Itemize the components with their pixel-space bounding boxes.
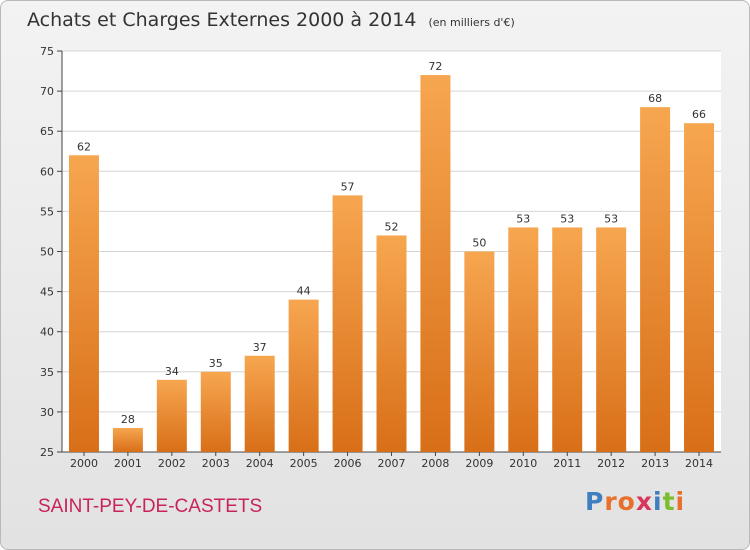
data-label: 37 [253,341,267,354]
data-label: 53 [604,212,618,225]
y-tick-label: 70 [40,85,54,98]
bar [288,299,319,452]
bar [68,155,99,452]
bar [156,379,187,452]
x-tick-label: 2007 [378,457,406,470]
x-tick-label: 2000 [70,457,98,470]
x-tick-label: 2002 [158,457,186,470]
x-tick-label: 2006 [334,457,362,470]
x-tick-label: 2013 [641,457,669,470]
bar [640,107,671,452]
y-tick-label: 25 [40,446,54,459]
y-tick-label: 35 [40,366,54,379]
data-label: 53 [516,212,530,225]
commune-name: SAINT-PEY-DE-CASTETS [38,496,263,517]
bar [420,75,451,452]
logo-letter: i [675,487,686,516]
x-tick-label: 2001 [114,457,142,470]
x-tick-label: 2005 [290,457,318,470]
logo-letter: o [617,487,636,516]
bar [552,227,583,452]
y-tick-label: 55 [40,205,54,218]
data-label: 28 [121,413,135,426]
bar [376,235,407,452]
y-tick-label: 65 [40,125,54,138]
data-label: 66 [692,108,706,121]
logo-letter: i [653,487,663,516]
bar [508,227,539,452]
bar [112,427,143,452]
chart-title: Achats et Charges Externes 2000 à 2014 (e… [27,9,515,31]
logo-letter: r [604,487,618,516]
data-label: 72 [428,60,442,73]
logo-letter: t [662,487,676,516]
y-tick-labels: 25 30 35 40 45 50 55 60 65 70 75 [40,45,62,459]
value-labels: 62 28 34 35 37 44 57 52 72 50 53 53 53 68 66 [77,60,706,426]
bar [596,227,627,452]
x-tick-labels: 2000 2001 2002 2003 2004 2005 2006 2007 2008 2009… [70,452,713,470]
bar [332,195,363,453]
x-tick-label: 2004 [246,457,274,470]
data-label: 68 [648,92,662,105]
x-tick-label: 2008 [421,457,449,470]
bar [200,371,231,452]
bar [684,123,715,453]
x-tick-label: 2003 [202,457,230,470]
y-tick-label: 75 [40,45,54,58]
bar [244,355,275,452]
y-tick-label: 60 [40,165,54,178]
x-tick-label: 2009 [465,457,493,470]
data-label: 57 [341,180,355,193]
logo-letter: x [635,487,653,516]
data-label: 53 [560,212,574,225]
x-tick-label: 2011 [553,457,581,470]
y-tick-label: 50 [40,246,54,259]
y-tick-label: 40 [40,326,54,339]
chart-unit: (en milliers d'€) [428,16,515,29]
y-tick-label: 45 [40,286,54,299]
data-label: 52 [385,220,399,233]
proxiti-logo: Proxiti [585,487,685,516]
bar [464,251,495,452]
chart-title-text: Achats et Charges Externes 2000 à 2014 [27,9,417,31]
data-label: 34 [165,365,179,378]
x-tick-label: 2010 [509,457,537,470]
logo-letter: P [585,487,605,516]
data-label: 35 [209,357,223,370]
x-tick-label: 2014 [685,457,713,470]
data-label: 62 [77,140,91,153]
data-label: 44 [297,285,311,298]
bars [68,75,715,453]
data-label: 50 [472,237,486,250]
x-tick-label: 2012 [597,457,625,470]
y-tick-label: 30 [40,406,54,419]
